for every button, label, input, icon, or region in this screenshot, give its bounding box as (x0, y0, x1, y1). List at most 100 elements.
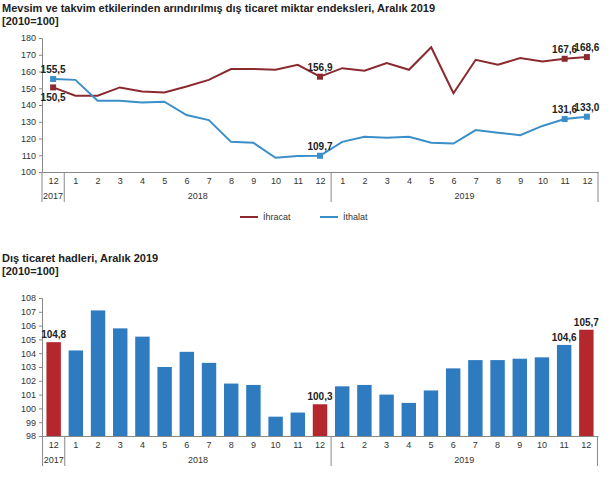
y-tick: 100 (21, 404, 42, 414)
x-tick-label: 4 (140, 440, 145, 450)
y-tick: 103 (21, 362, 42, 372)
x-groups: 201720182019 (43, 436, 598, 466)
x-tick-label: 12 (49, 176, 59, 186)
y-tick-mark (39, 326, 42, 327)
y-tick-mark (39, 105, 42, 106)
x-tick: 6 (185, 172, 190, 186)
x-tick: 12 (581, 436, 591, 450)
data-label: 100,3 (307, 391, 332, 402)
bar (46, 342, 60, 436)
x-tick-label: 9 (517, 440, 522, 450)
y-tick: 120 (21, 134, 42, 144)
data-label: 105,7 (574, 317, 599, 328)
x-axis: 12123456789101112123456789101112 (43, 436, 599, 450)
bar (402, 403, 416, 436)
x-tick-label: 2 (96, 440, 101, 450)
bar (157, 367, 171, 436)
y-tick: 102 (21, 376, 42, 386)
x-tick: 11 (293, 436, 302, 450)
y-tick: 170 (21, 50, 42, 60)
bar (313, 404, 327, 436)
bar (468, 360, 482, 436)
y-tick-label: 120 (21, 134, 36, 144)
x-group-separator (331, 436, 332, 466)
y-tick-mark (39, 55, 42, 56)
line (53, 79, 587, 158)
y-tick-label: 98 (26, 431, 36, 441)
bar (379, 395, 393, 436)
x-group-separator (42, 172, 43, 202)
x-group-label: 2018 (188, 191, 208, 201)
y-tick: 100 (21, 167, 42, 177)
y-tick-label: 150 (21, 84, 36, 94)
x-tick-label: 8 (229, 176, 234, 186)
x-tick-label: 1 (340, 440, 345, 450)
x-tick-label: 8 (495, 440, 500, 450)
bar (513, 359, 527, 436)
x-tick: 12 (49, 172, 59, 186)
subtitle: [2010=100] (2, 15, 59, 27)
x-tick-label: 12 (315, 440, 325, 450)
x-tick: 6 (184, 436, 189, 450)
x-group-label: 2017 (43, 191, 63, 201)
x-tick-label: 6 (451, 176, 456, 186)
marker (584, 114, 590, 120)
y-axis: 100110120130140150160170180 (21, 33, 43, 177)
x-tick-label: 12 (581, 440, 591, 450)
x-tick-label: 12 (582, 176, 592, 186)
x-tick: 3 (118, 172, 123, 186)
x-tick: 3 (385, 172, 390, 186)
y-tick: 130 (21, 117, 42, 127)
bar (113, 328, 127, 436)
y-tick-label: 99 (26, 418, 36, 428)
y-tick-mark (39, 155, 42, 156)
marker (317, 74, 323, 80)
y-axis-line (39, 39, 43, 173)
bar (557, 345, 571, 436)
x-tick: 8 (229, 436, 234, 450)
x-tick: 12 (315, 436, 325, 450)
x-tick: 8 (229, 172, 234, 186)
x-tick-label: 1 (73, 440, 78, 450)
y-tick-mark (39, 298, 42, 299)
chart: Dış ticaret hadleri, Aralık 2019[2010=10… (2, 252, 599, 466)
x-group-label: 2018 (188, 455, 208, 465)
x-tick: 4 (406, 436, 411, 450)
x-tick-label: 3 (118, 176, 123, 186)
x-groups: 201720182019 (42, 172, 598, 202)
bar (535, 357, 549, 436)
y-tick-label: 100 (21, 404, 36, 414)
x-tick: 5 (428, 436, 433, 450)
x-tick: 12 (315, 172, 325, 186)
legend-swatch (320, 216, 338, 218)
x-tick-label: 3 (118, 440, 123, 450)
x-tick: 2 (362, 172, 367, 186)
x-tick-label: 7 (207, 440, 212, 450)
x-tick-label: 10 (537, 440, 547, 450)
page: Mevsim ve takvim etkilerinden arındırılm… (0, 0, 611, 477)
bar (490, 360, 504, 436)
y-tick: 105 (21, 335, 42, 345)
bar (268, 417, 282, 436)
x-tick-label: 4 (407, 176, 412, 186)
x-tick-label: 4 (140, 176, 145, 186)
x-tick: 7 (207, 436, 212, 450)
x-tick: 1 (73, 436, 78, 450)
y-tick: 150 (21, 84, 42, 94)
x-tick: 4 (140, 436, 145, 450)
x-group-separator (597, 436, 598, 466)
x-tick: 7 (474, 172, 479, 186)
x-group-label: 2017 (44, 455, 64, 465)
x-tick-label: 10 (271, 176, 281, 186)
bar (180, 352, 194, 436)
x-tick: 1 (340, 436, 345, 450)
title: Dış ticaret hadleri, Aralık 2019 (2, 252, 158, 264)
y-tick: 99 (26, 418, 42, 428)
bar (91, 310, 105, 436)
y-tick-mark (39, 353, 42, 354)
x-tick-label: 3 (385, 176, 390, 186)
y-tick-mark (39, 422, 42, 423)
marker (317, 153, 323, 159)
y-axis-line (39, 299, 43, 437)
x-tick-label: 11 (560, 176, 569, 186)
